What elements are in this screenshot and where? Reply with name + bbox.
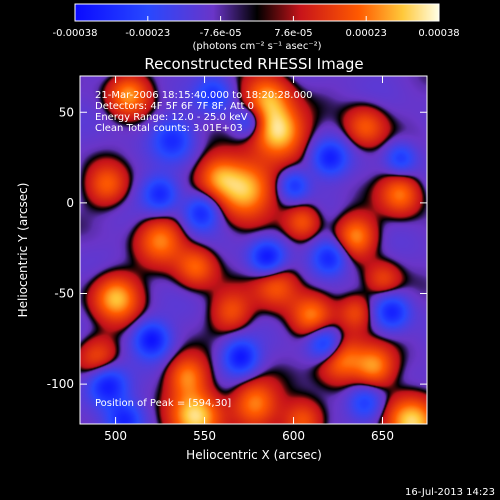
annotation-line: Detectors: 4F 5F 6F 7F 8F, Att 0 [95, 101, 254, 112]
x-tick-label: 550 [193, 429, 216, 443]
colorbar-tick-label: 0.00038 [418, 28, 459, 39]
x-tick-label: 600 [282, 429, 305, 443]
annotation-line: 21-Mar-2006 18:15:40.000 to 18:20:28.000 [95, 90, 313, 101]
colorbar-ticks [74, 16, 440, 21]
x-axis-label: Heliocentric X (arcsec) [186, 448, 322, 462]
x-tick-label: 500 [104, 429, 127, 443]
y-axis-tick-labels: 50 0 -50 -100 [47, 105, 74, 391]
colorbar-tick-label: 0.00023 [346, 28, 387, 39]
y-tick-label: 50 [59, 105, 74, 119]
annotation-block: 21-Mar-2006 18:15:40.000 to 18:20:28.000… [95, 90, 313, 134]
peak-position-label: Position of Peak = [594,30] [95, 398, 231, 409]
annotation-line: Clean Total counts: 3.01E+03 [95, 123, 243, 134]
x-tick-label: 650 [371, 429, 394, 443]
colorbar-tick-label: -7.6e-05 [200, 28, 242, 39]
plot-frame [79, 75, 428, 425]
y-tick-label: -50 [54, 287, 74, 301]
y-tick-label: -100 [47, 377, 74, 391]
colorbar-tick-labels: -0.00038 -0.00023 -7.6e-05 7.6e-05 0.00023 0.… [53, 28, 460, 39]
colorbar [74, 3, 440, 22]
x-axis-ticks [115, 76, 384, 424]
colorbar-tick-label: 7.6e-05 [274, 28, 312, 39]
x-axis-tick-labels: 500 550 600 650 [104, 429, 394, 443]
footer-timestamp: 16-Jul-2013 14:23 [405, 487, 495, 498]
y-tick-label: 0 [66, 196, 74, 210]
y-axis-label: Heliocentric Y (arcsec) [16, 183, 30, 318]
colorbar-tick-label: -0.00023 [125, 28, 170, 39]
colorbar-tick-label: -0.00038 [53, 28, 98, 39]
chart-title: Reconstructed RHESSI Image [144, 55, 363, 73]
y-axis-ticks [80, 111, 427, 385]
colorbar-unit-label: (photons cm⁻² s⁻¹ asec⁻²) [192, 41, 321, 52]
annotation-line: Energy Range: 12.0 - 25.0 keV [95, 112, 248, 123]
heatmap-image [80, 76, 427, 424]
